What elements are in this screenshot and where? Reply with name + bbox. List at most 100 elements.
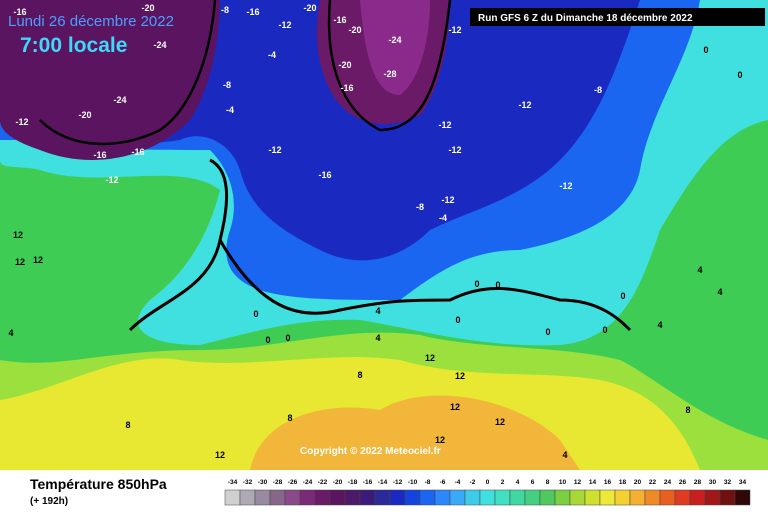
legend-swatch — [494, 489, 511, 506]
contour-label: -24 — [113, 95, 126, 105]
legend-tick-label: -6 — [440, 479, 446, 486]
legend-swatch — [314, 489, 331, 506]
legend: -34 -32 -30 -28 -26 -24 -22 -20 -18 -16 -14 -12 -10-… — [224, 479, 751, 506]
contour-label: 8 — [125, 420, 130, 430]
forecast-date: Lundi 26 décembre 2022 — [8, 13, 174, 30]
contour-label: -20 — [348, 25, 361, 35]
legend-swatch — [464, 489, 481, 506]
contour-label: 12 — [495, 417, 505, 427]
contour-label: 0 — [620, 291, 625, 301]
footer-title: Température 850hPa — [30, 476, 167, 492]
isotherm — [39, 0, 452, 146]
contour-label: 0 — [602, 325, 607, 335]
contour-label: 4 — [8, 328, 13, 338]
contour-label: -8 — [594, 85, 602, 95]
legend-tick-label: 2 — [501, 479, 505, 486]
contour-label: -12 — [438, 120, 451, 130]
arctic-core — [360, 0, 430, 95]
contour-label: 0 — [455, 315, 460, 325]
legend-tick-label: 12 — [574, 479, 582, 486]
contour-labels: -16 -20 -16 -20-20-16-24-12 -12-8-4-24-28-20… — [8, 3, 742, 460]
contour-label: 12 — [15, 257, 25, 267]
contour-label: -16 — [131, 147, 144, 157]
contour-label: -4 — [439, 213, 447, 223]
legend-tick-label: 0 — [486, 479, 490, 486]
legend-swatch — [419, 489, 436, 506]
legend-tick-label: -28 — [273, 479, 283, 486]
contour-label: 8 — [287, 413, 292, 423]
contour-label: -12 — [105, 175, 118, 185]
contour-label: -20 — [338, 60, 351, 70]
contour-label: 4 — [375, 333, 380, 343]
contour-label: -12 — [441, 195, 454, 205]
legend-swatch — [449, 489, 466, 506]
legend-swatch — [374, 489, 391, 506]
legend-swatch — [389, 489, 406, 506]
contour-label: 12 — [435, 435, 445, 445]
contour-label: -16 — [93, 150, 106, 160]
legend-swatch — [704, 489, 721, 506]
legend-swatch — [434, 489, 451, 506]
contour-label: -12 — [268, 145, 281, 155]
contour-label: 8 — [685, 405, 690, 415]
contour-label: -12 — [278, 20, 291, 30]
contour-label: 12 — [33, 255, 43, 265]
legend-tick-label: 10 — [559, 479, 567, 486]
legend-tick-label: 24 — [664, 479, 672, 486]
contour-label: -20 — [141, 3, 154, 13]
legend-swatch — [329, 489, 346, 506]
legend-swatch — [584, 489, 601, 506]
contour-label: 12 — [13, 230, 23, 240]
legend-tick-label: -14 — [378, 479, 388, 486]
contour-label: -8 — [221, 5, 229, 15]
legend-tick-label: 20 — [634, 479, 642, 486]
contour-label: 12 — [425, 353, 435, 363]
legend-tick-label: 8 — [546, 479, 550, 486]
legend-swatch — [299, 489, 316, 506]
legend-tick-label: 34 — [739, 479, 747, 486]
legend-tick-label: -8 — [425, 479, 431, 486]
contour-label: 4 — [657, 320, 662, 330]
legend-tick-label: -4 — [455, 479, 461, 486]
contour-label: 0 — [265, 335, 270, 345]
legend-tick-label: -22 — [318, 479, 328, 486]
legend-tick-label: -16 — [363, 479, 373, 486]
legend-tick-label: 4 — [516, 479, 520, 486]
legend-swatch — [524, 489, 541, 506]
contour-label: 12 — [215, 450, 225, 460]
legend-tick-label: -20 — [333, 479, 343, 486]
legend-swatch — [254, 489, 271, 506]
contour-label: 4 — [375, 306, 380, 316]
legend-swatch — [239, 489, 256, 506]
legend-swatch — [344, 489, 361, 506]
contour-label: -12 — [448, 145, 461, 155]
contour-label: 0 — [253, 309, 258, 319]
contour-label: -20 — [78, 110, 91, 120]
run-info: Run GFS 6 Z du Dimanche 18 décembre 2022 — [478, 13, 693, 24]
legend-swatch — [659, 489, 676, 506]
contour-label: -16 — [13, 7, 26, 17]
contour-label: 4 — [717, 287, 722, 297]
warm-zone — [250, 395, 580, 470]
legend-swatch — [554, 489, 571, 506]
legend-swatch — [674, 489, 691, 506]
legend-swatch — [614, 489, 631, 506]
contour-label: -12 — [518, 100, 531, 110]
run-box — [470, 8, 765, 26]
legend-tick-label: -12 — [393, 479, 403, 486]
legend-tick-label: 16 — [604, 479, 612, 486]
contour-label: -4 — [226, 105, 234, 115]
contour-label: 0 — [545, 327, 550, 337]
copyright: Copyright © 2022 Meteociel.fr — [300, 446, 441, 457]
legend-swatch — [284, 489, 301, 506]
legend-swatch — [479, 489, 496, 506]
contour-label: 0 — [285, 333, 290, 343]
contour-label: 0 — [474, 279, 479, 289]
legend-tick-label: -30 — [258, 479, 268, 486]
arctic-zone — [0, 0, 220, 160]
footer-subtitle: (+ 192h) — [30, 496, 68, 507]
legend-swatch — [599, 489, 616, 506]
contour-label: -8 — [416, 202, 424, 212]
legend-tick-label: -2 — [470, 479, 476, 486]
